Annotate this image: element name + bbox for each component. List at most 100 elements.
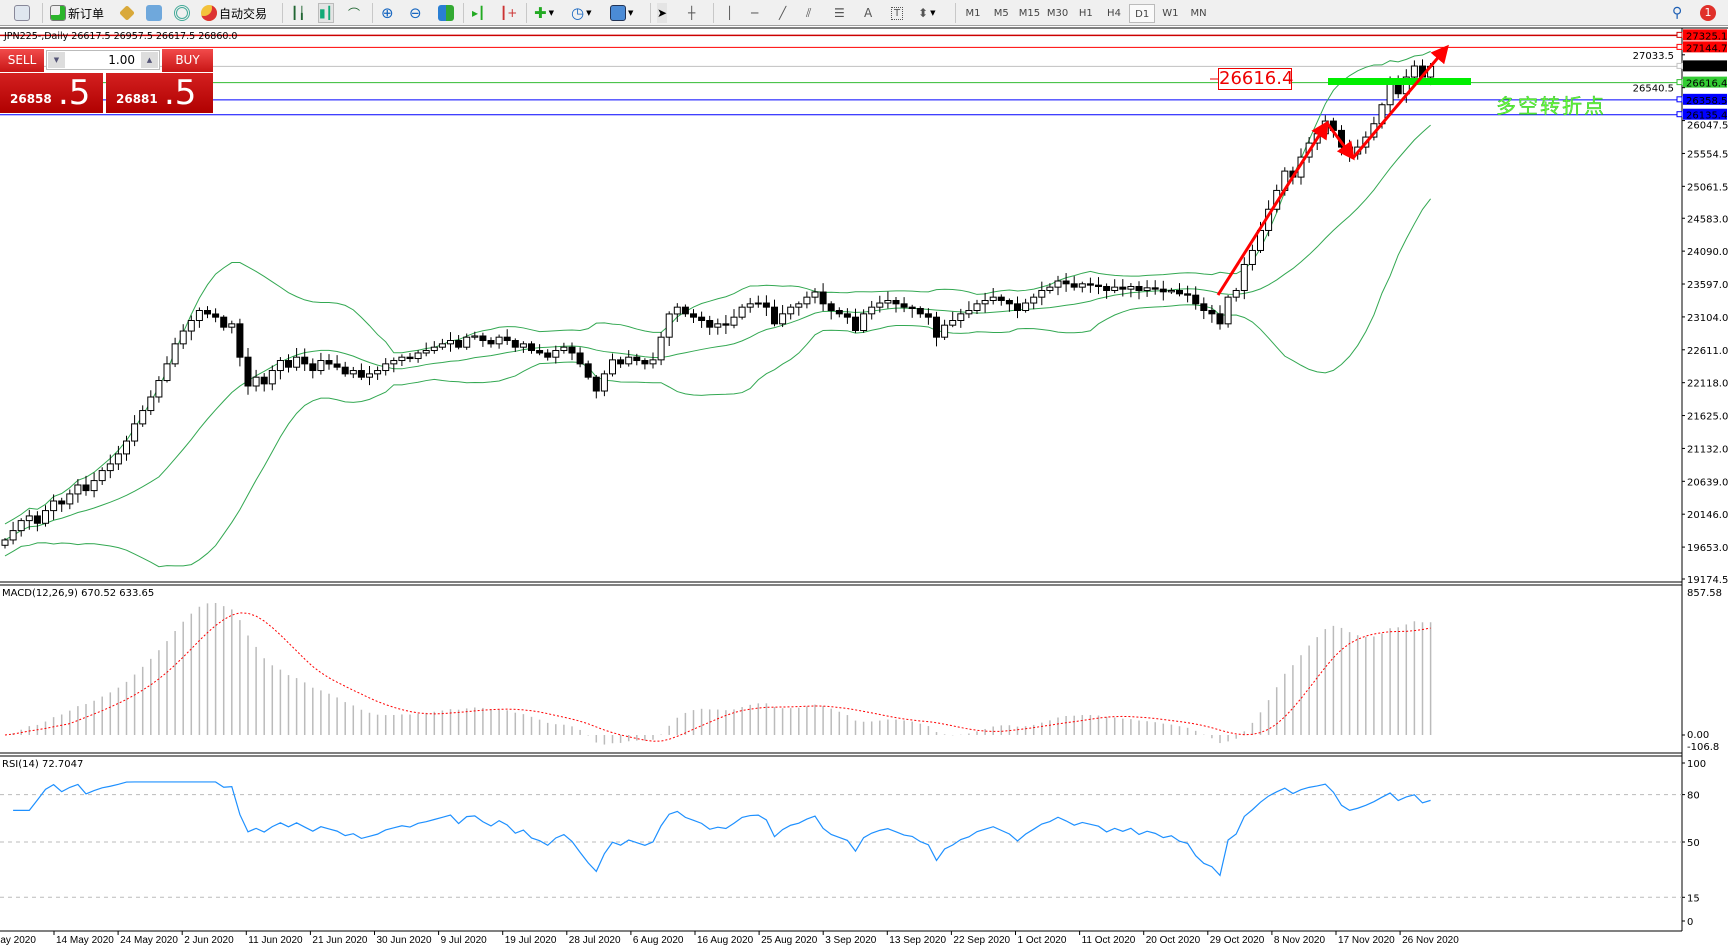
candle [884, 299, 892, 304]
level-handle[interactable] [1676, 43, 1683, 50]
price-tick-label: 25554.5 [1687, 149, 1728, 160]
candle [560, 346, 568, 352]
toolbar-divider [526, 3, 527, 23]
line-chart-button[interactable]: ⌒ [348, 3, 360, 23]
vertical-line-button[interactable]: │ [726, 3, 733, 23]
search-button[interactable]: ⚲ [1672, 3, 1682, 23]
candle [771, 306, 778, 325]
zoom-out-button[interactable]: ⊖ [409, 3, 422, 23]
auto-trading-button[interactable]: 自动交易 [201, 3, 267, 23]
new-order-button[interactable]: 新订单 [50, 3, 104, 23]
timeframe-d1[interactable]: D1 [1129, 4, 1156, 23]
candle [90, 480, 98, 492]
candle [827, 303, 835, 311]
trend-arrow[interactable] [1216, 120, 1329, 296]
time-axis-label: 9 Jul 2020 [441, 935, 488, 946]
trendline-button[interactable]: ╱ [779, 3, 786, 23]
candle [204, 309, 211, 315]
candlestick-button[interactable]: ▮┃ [318, 3, 334, 23]
candle [584, 363, 592, 378]
text-button[interactable]: A [864, 3, 872, 23]
channel-button[interactable]: ⫽ [806, 3, 811, 23]
horizontal-line-button[interactable]: ─ [751, 3, 758, 23]
candle [1038, 289, 1046, 298]
tile-windows-button[interactable] [438, 3, 454, 23]
candle [325, 360, 333, 365]
arrows-icon: ⬍ [918, 6, 929, 20]
timeframe-m1[interactable]: M1 [965, 8, 981, 19]
rsi-axis-label: 100 [1687, 759, 1706, 770]
chart-shift-button[interactable]: ┃+ [500, 3, 517, 23]
sell-price-button[interactable]: 26858 .5 [0, 73, 103, 113]
time-axis-label: 20 Oct 2020 [1146, 935, 1201, 946]
templates-button[interactable]: ▼ [610, 3, 633, 23]
candle [220, 316, 228, 328]
periods-button[interactable]: ◷ ▼ [571, 3, 591, 23]
zoom-in-button[interactable]: ⊕ [381, 3, 394, 23]
buy-price-button[interactable]: 26881 .5 [106, 73, 213, 113]
sell-button[interactable]: SELL [0, 49, 44, 72]
candle [819, 291, 827, 305]
fibonacci-button[interactable]: ☰ [834, 3, 845, 23]
navigator-button[interactable] [174, 3, 190, 23]
channel-icon: ⫽ [806, 5, 812, 20]
time-axis-label: 6 Aug 2020 [633, 935, 684, 946]
auto-scroll-icon: ▸┃ [472, 6, 486, 20]
volume-input[interactable]: ▼ 1.00 ▲ [46, 50, 160, 70]
candle [487, 340, 495, 345]
cursor-button[interactable]: ➤ [657, 3, 668, 23]
candle [147, 396, 155, 412]
bar-chart-button[interactable]: ┃╽ [291, 3, 305, 23]
timeframe-m5[interactable]: M5 [993, 8, 1009, 19]
indicators-button[interactable]: ✚ ▼ [534, 3, 554, 23]
candle [1095, 284, 1102, 287]
auto-scroll-button[interactable]: ▸┃ [472, 3, 485, 23]
price-level-label[interactable]: 26616.4 [1218, 68, 1294, 90]
candle [1240, 263, 1248, 291]
turning-point-note[interactable]: 多空转折点 [1496, 94, 1606, 118]
timeframe-m15[interactable]: M15 [1018, 8, 1041, 19]
data-window-button[interactable] [146, 3, 162, 23]
volume-increase-button[interactable]: ▲ [141, 52, 158, 68]
timeframe-m30[interactable]: M30 [1046, 8, 1069, 19]
text-label-button[interactable]: T [891, 3, 904, 23]
bollinger-middle [4, 124, 1431, 541]
candle [50, 500, 58, 512]
level-handle[interactable] [1676, 96, 1683, 103]
candle [1127, 285, 1135, 290]
candle [981, 299, 989, 305]
candle [738, 306, 746, 318]
candle [438, 343, 446, 348]
crosshair-button[interactable]: ┼ [688, 3, 695, 23]
timeframe-w1[interactable]: W1 [1162, 8, 1179, 19]
notifications-button[interactable]: 1 [1700, 3, 1716, 23]
price-tick-label: 20639.0 [1687, 477, 1728, 488]
candle [406, 356, 414, 360]
trend-arrow[interactable] [1351, 44, 1449, 159]
timeframe-mn[interactable]: MN [1190, 8, 1207, 19]
toolbar-divider [463, 3, 464, 23]
timeframe-h4[interactable]: H4 [1107, 8, 1121, 19]
level-handle[interactable] [1676, 31, 1683, 38]
trend-arrow[interactable] [1325, 122, 1355, 161]
level-handle[interactable] [1676, 79, 1683, 86]
support-bar[interactable] [1328, 78, 1471, 85]
candle [471, 335, 479, 338]
print-preview-button[interactable] [14, 3, 30, 23]
signal-icon [174, 5, 190, 21]
candle [511, 340, 519, 348]
candle [285, 360, 292, 368]
arrows-button[interactable]: ⬍ ▼ [918, 3, 935, 23]
chevron-down-icon: ▼ [586, 9, 592, 17]
candle [333, 363, 341, 368]
time-axis-label: 22 Sep 2020 [953, 935, 1010, 946]
level-handle[interactable] [1676, 62, 1683, 69]
level-handle[interactable] [1676, 111, 1683, 118]
price-tick-label: 22118.0 [1687, 379, 1728, 390]
candle [212, 313, 220, 318]
volume-decrease-button[interactable]: ▼ [48, 52, 65, 68]
buy-button[interactable]: BUY [162, 49, 213, 72]
timeframe-h1[interactable]: H1 [1078, 8, 1093, 19]
candle [114, 453, 122, 465]
